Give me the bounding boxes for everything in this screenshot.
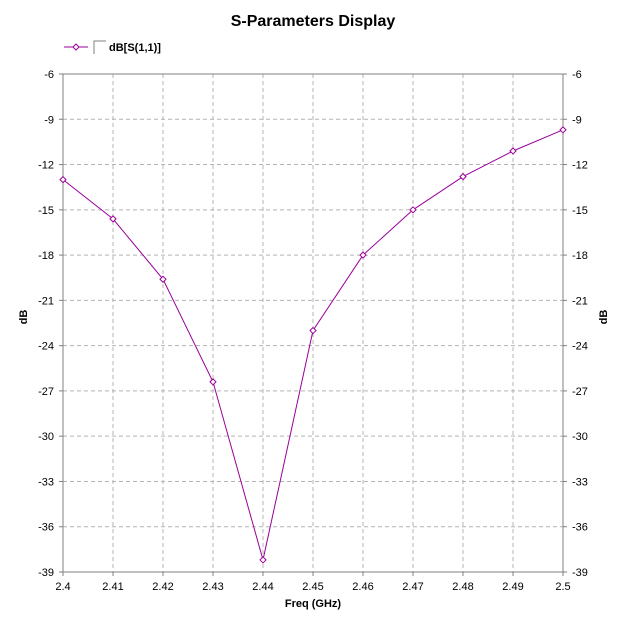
y-tick-label-right: -6 <box>572 69 582 81</box>
legend-diamond-marker-icon <box>72 43 80 51</box>
y-tick-label-left: -9 <box>44 114 54 126</box>
y-tick-label-right: -12 <box>572 160 588 172</box>
y-tick-label-right: -39 <box>572 567 588 579</box>
data-point-marker <box>109 215 117 223</box>
x-tick-label: 2.4 <box>55 581 70 593</box>
x-tick-label: 2.46 <box>352 581 373 593</box>
x-tick-label: 2.44 <box>252 581 273 593</box>
x-axis-ticks: 2.4 2.41 2.42 2.43 2.44 2.45 2.46 2.47 2.48 2.49 2… <box>55 572 571 593</box>
y-tick-label-left: -6 <box>44 69 54 81</box>
x-tick-label: 2.45 <box>302 581 323 593</box>
y-tick-label-right: -36 <box>572 522 588 534</box>
y-tick-label-right: -15 <box>572 205 588 217</box>
x-axis-title: Freq (GHz) <box>285 598 342 610</box>
y-tick-label-right: -27 <box>572 386 588 398</box>
data-point-marker <box>59 175 67 184</box>
y-axis-left-ticks: -6 -9 -12 -15 -18 -21 -24 -27 -30 -33 -36 -39 <box>38 69 63 579</box>
data-point-marker <box>359 251 367 259</box>
y-axis-right-title: dB <box>598 310 610 325</box>
y-tick-label-right: -33 <box>572 476 588 488</box>
x-tick-label: 2.49 <box>502 581 523 593</box>
x-tick-label: 2.48 <box>452 581 473 593</box>
x-tick-label: 2.43 <box>202 581 223 593</box>
y-tick-label-right: -24 <box>572 341 588 353</box>
x-tick-label: 2.41 <box>102 581 123 593</box>
y-tick-label-right: -9 <box>572 114 582 126</box>
legend-bracket-icon <box>93 40 106 54</box>
x-tick-label: 2.42 <box>152 581 173 593</box>
chart-grid <box>63 74 563 572</box>
x-tick-label: 2.47 <box>402 581 423 593</box>
y-axis-right-ticks: -6 -9 -12 -15 -18 -21 -24 -27 -30 -33 -36 -39 <box>563 69 588 579</box>
y-tick-label-left: -36 <box>38 522 54 534</box>
legend-series-label: dB[S(1,1)] <box>109 42 161 54</box>
x-tick-label: 2.5 <box>555 581 570 593</box>
data-point-marker <box>259 556 267 564</box>
y-tick-label-left: -27 <box>38 386 54 398</box>
data-point-marker <box>409 206 417 214</box>
chart-legend: dB[S(1,1)] <box>64 40 161 54</box>
chart-title: S-Parameters Display <box>231 13 396 30</box>
y-tick-label-left: -21 <box>38 295 54 307</box>
y-tick-label-right: -18 <box>572 250 588 262</box>
y-tick-label-right: -21 <box>572 295 588 307</box>
y-tick-label-left: -33 <box>38 476 54 488</box>
data-point-marker <box>509 147 517 155</box>
y-tick-label-left: -12 <box>38 160 54 172</box>
data-point-marker <box>309 326 317 335</box>
y-tick-label-right: -30 <box>572 431 588 443</box>
y-axis-left-title: dB <box>18 310 30 325</box>
y-tick-label-left: -30 <box>38 431 54 443</box>
data-point-marker <box>459 172 467 181</box>
y-tick-label-left: -24 <box>38 341 54 353</box>
data-point-marker <box>209 378 217 386</box>
y-tick-label-left: -15 <box>38 205 54 217</box>
series-layer <box>59 126 567 564</box>
data-point-marker <box>159 275 167 283</box>
data-point-marker <box>559 126 567 134</box>
y-tick-label-left: -18 <box>38 250 54 262</box>
y-tick-label-left: -39 <box>38 567 54 579</box>
